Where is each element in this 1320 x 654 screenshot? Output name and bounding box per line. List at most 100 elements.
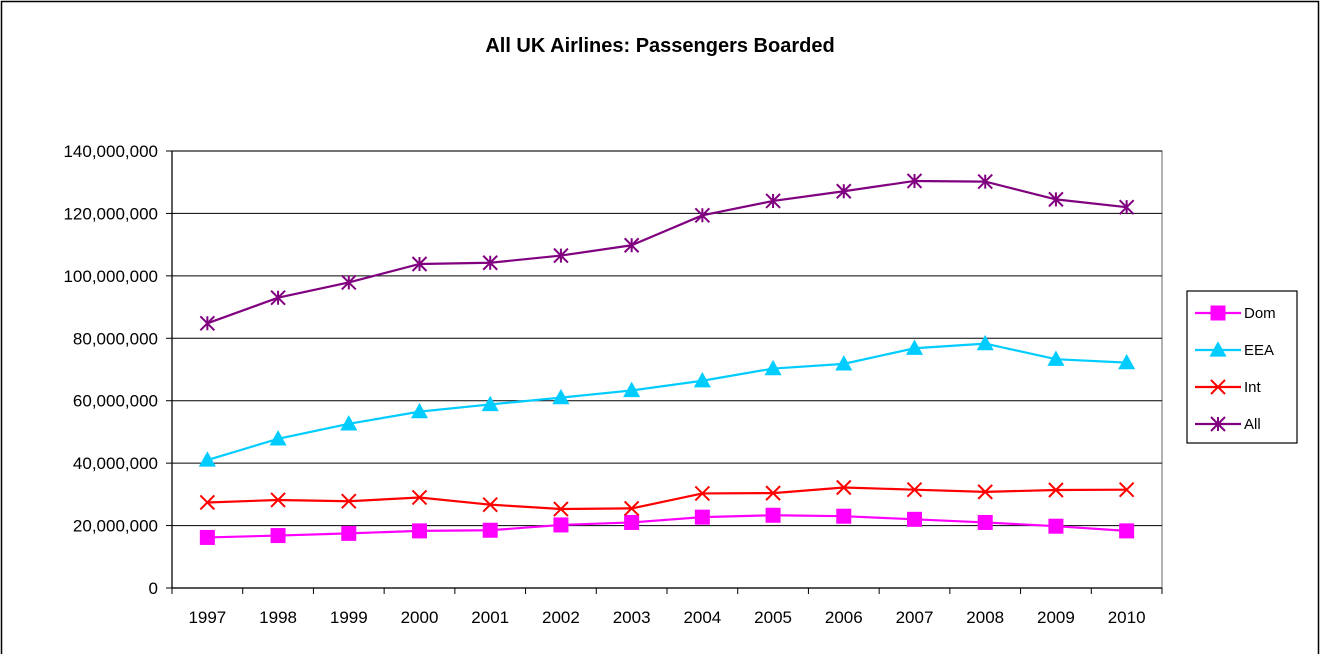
legend-marker-all xyxy=(1210,416,1226,432)
legend-label-all: All xyxy=(1244,416,1261,433)
x-tick-label: 1999 xyxy=(330,608,368,627)
data-point-all xyxy=(341,274,357,291)
data-point-dom xyxy=(1048,518,1064,534)
x-tick-label: 2000 xyxy=(401,608,439,627)
data-point-int xyxy=(1048,482,1064,498)
y-tick-label: 80,000,000 xyxy=(73,329,158,348)
plot-area xyxy=(171,150,1163,589)
data-point-dom xyxy=(341,525,357,541)
data-point-eea xyxy=(835,355,853,371)
legend-item-int: Int xyxy=(1195,379,1262,396)
y-tick-label: 0 xyxy=(149,579,158,598)
data-point-all xyxy=(411,256,428,272)
data-point-eea xyxy=(693,372,711,388)
legend-label-eea: EEA xyxy=(1244,342,1274,359)
y-tick-label: 120,000,000 xyxy=(63,204,158,223)
legend-item-dom: Dom xyxy=(1195,305,1276,322)
y-tick-label: 140,000,000 xyxy=(63,142,158,161)
data-point-all xyxy=(1048,191,1064,208)
data-point-eea xyxy=(976,334,994,351)
data-point-dom xyxy=(977,514,993,530)
data-point-eea xyxy=(198,451,216,467)
data-point-eea xyxy=(1118,353,1136,370)
legend-marker-int xyxy=(1210,379,1226,395)
data-point-dom xyxy=(907,511,922,527)
series-all xyxy=(199,173,1135,332)
chart-title: All UK Airlines: Passengers Boarded xyxy=(485,35,834,57)
data-point-eea xyxy=(623,381,641,398)
data-point-int xyxy=(411,489,428,506)
data-point-all xyxy=(906,173,923,189)
data-point-eea xyxy=(905,339,924,355)
legend: Dom EEA Int All xyxy=(1186,290,1298,444)
data-point-int xyxy=(482,496,498,513)
data-point-int xyxy=(977,484,993,500)
data-point-dom xyxy=(765,507,781,523)
data-point-int xyxy=(270,492,286,508)
data-point-dom xyxy=(624,514,640,530)
plot-area-border xyxy=(171,150,1163,589)
series-line-all xyxy=(206,179,1127,325)
legend-item-all: All xyxy=(1195,416,1261,433)
data-point-all xyxy=(765,193,781,209)
data-point-all xyxy=(1118,199,1135,215)
series-line-dom xyxy=(207,514,1127,539)
axes: 0 20,000,000 40,000,000 60,000,000 80,000,00… xyxy=(63,142,1163,627)
x-tick-label: 2002 xyxy=(542,608,580,627)
legend-box xyxy=(1186,290,1298,444)
data-point-all xyxy=(199,315,216,332)
gridlines xyxy=(172,150,1162,527)
x-tick-label: 2003 xyxy=(613,608,651,627)
data-point-int xyxy=(694,485,711,502)
data-point-eea xyxy=(340,415,358,431)
data-point-dom xyxy=(1119,523,1135,539)
data-point-dom xyxy=(553,517,569,533)
data-point-int xyxy=(906,481,923,498)
data-point-eea xyxy=(410,402,429,419)
data-point-eea xyxy=(269,430,287,446)
data-point-int xyxy=(199,494,216,511)
legend-marker-dom xyxy=(1210,305,1226,321)
legend-label-int: Int xyxy=(1244,379,1262,396)
series-lines xyxy=(198,173,1136,545)
y-tick-label: 20,000,000 xyxy=(73,517,158,536)
x-tick-label: 2004 xyxy=(683,608,721,627)
y-tick-label: 60,000,000 xyxy=(73,392,158,411)
series-eea xyxy=(198,334,1136,467)
data-point-all xyxy=(977,173,993,190)
data-point-eea xyxy=(552,388,570,405)
data-point-int xyxy=(836,479,852,496)
x-tick-label: 2008 xyxy=(966,608,1004,627)
data-point-dom xyxy=(412,523,427,539)
data-point-all xyxy=(694,207,711,224)
x-tick-label: 1998 xyxy=(259,608,297,627)
data-point-all xyxy=(553,247,569,264)
x-tick-label: 2007 xyxy=(896,608,934,627)
data-point-dom xyxy=(199,529,215,545)
data-point-all xyxy=(482,255,498,271)
series-line-int xyxy=(207,486,1127,511)
data-point-int xyxy=(341,493,357,509)
data-point-eea xyxy=(1047,350,1065,366)
data-point-int xyxy=(765,485,781,501)
legend-marker-eea xyxy=(1209,341,1227,357)
x-tick-label: 2010 xyxy=(1108,608,1146,627)
x-tick-label: 2005 xyxy=(754,608,792,627)
data-point-all xyxy=(836,183,852,199)
data-point-dom xyxy=(836,508,852,524)
series-int xyxy=(199,479,1135,517)
x-tick-label: 2006 xyxy=(825,608,863,627)
data-point-eea xyxy=(481,395,499,412)
data-point-int xyxy=(553,501,569,517)
data-point-int xyxy=(1118,481,1135,498)
data-point-eea xyxy=(764,359,782,376)
legend-item-eea: EEA xyxy=(1195,341,1274,359)
data-point-all xyxy=(270,289,286,306)
data-point-all xyxy=(623,237,640,253)
legend-label-dom: Dom xyxy=(1244,305,1276,322)
series-dom xyxy=(199,507,1135,545)
data-point-int xyxy=(623,500,640,517)
x-tick-label: 2001 xyxy=(471,608,509,627)
